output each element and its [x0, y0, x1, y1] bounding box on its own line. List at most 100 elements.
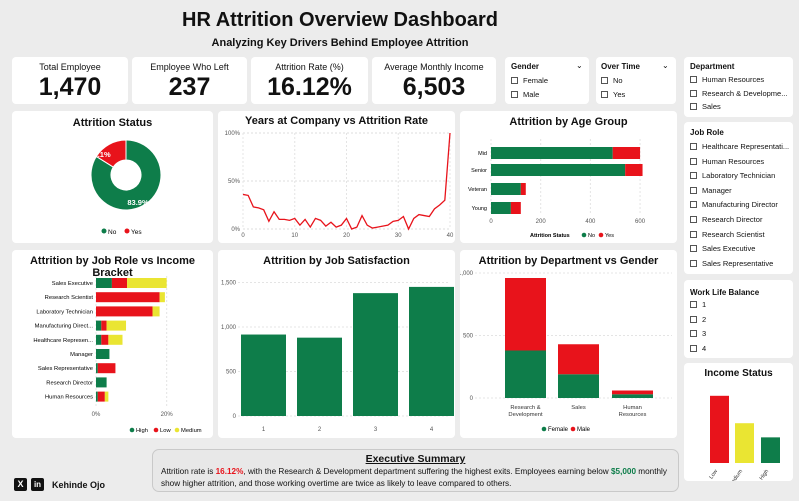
income-status-chart: Low Medium High	[708, 395, 780, 481]
checkbox[interactable]	[690, 201, 697, 209]
department-option-0[interactable]: Human Resources	[690, 75, 791, 84]
gender-option-female[interactable]: Female	[511, 76, 548, 85]
legend-no-marker	[581, 232, 587, 238]
department-gender-card: Attrition by Department vs Gender 0 500 1,…	[460, 250, 677, 438]
y-tick-label: 100%	[225, 131, 241, 137]
department-option-1[interactable]: Research & Developme...	[690, 89, 791, 98]
category-label: Healthcare Represen...	[33, 338, 93, 344]
category-label: Manufacturing Direct...	[35, 324, 94, 330]
department-gender-chart: 0 500 1,000 Research &Development Sales Human…	[460, 271, 672, 433]
job_role-option-7[interactable]: Sales Executive	[690, 244, 791, 253]
overtime-option-no[interactable]: No	[601, 76, 623, 85]
job_role-option-4[interactable]: Manufacturing Director	[690, 200, 791, 209]
checkbox[interactable]	[690, 172, 697, 180]
checkbox[interactable]	[690, 103, 697, 110]
chart-title: Attrition by Department vs Gender	[478, 255, 659, 267]
x-icon[interactable]: X	[14, 478, 27, 491]
y-tick-label: 0	[233, 414, 237, 420]
bar-income-medium	[735, 423, 754, 463]
legend-title: Attrition Status	[530, 233, 570, 239]
overtime-option-yes[interactable]: Yes	[601, 90, 625, 99]
bar-veteran-no	[491, 183, 521, 195]
overtime-slicer: Over Time ⌄ No Yes	[596, 57, 676, 104]
checkbox[interactable]	[690, 315, 697, 323]
chart-title: Attrition by Job Role vs Income Bracket	[29, 255, 196, 279]
bar-young-no	[491, 202, 511, 214]
job_role-option-0[interactable]: Healthcare Representati...	[690, 142, 791, 151]
job_role-option-5[interactable]: Research Director	[690, 215, 791, 224]
chevron-down-icon[interactable]: ⌄	[662, 61, 669, 70]
kpi-label: Attrition Rate (%)	[275, 62, 344, 72]
department-option-2[interactable]: Sales	[690, 102, 791, 111]
x-tick-label: Medium	[728, 468, 744, 481]
x-tick-label: 20	[343, 233, 350, 239]
kpi-label: Employee Who Left	[150, 62, 229, 72]
legend-male-label: Male	[577, 427, 591, 433]
checkbox[interactable]	[690, 143, 697, 150]
job_role-option-6[interactable]: Research Scientist	[690, 230, 791, 239]
checkbox[interactable]	[690, 344, 697, 352]
checkbox[interactable]	[511, 91, 518, 98]
bar-senior-yes	[625, 164, 643, 176]
checkbox[interactable]	[511, 77, 518, 84]
bar-segment-low	[111, 278, 128, 288]
x-tick-label: 200	[536, 219, 547, 225]
bar-segment-female	[505, 350, 546, 398]
checkbox[interactable]	[690, 186, 697, 194]
legend-medium-marker	[174, 427, 180, 433]
checkbox[interactable]	[690, 245, 697, 253]
wlb-option-3[interactable]: 4	[690, 344, 791, 353]
job-satisfaction-card: Attrition by Job Satisfaction 0 500 1,000 1…	[218, 250, 455, 438]
x-tick-label: 400	[585, 219, 596, 225]
bar-segment-medium	[104, 391, 109, 402]
bar-segment-female	[558, 374, 599, 398]
checkbox[interactable]	[690, 230, 697, 238]
job_role-option-3[interactable]: Manager	[690, 186, 791, 195]
checkbox[interactable]	[690, 157, 697, 165]
gender-option-male[interactable]: Male	[511, 90, 539, 99]
bar-income-low	[710, 395, 729, 463]
attrition-status-chart: 83.9% 16.1% No Yes	[89, 139, 162, 236]
checkbox[interactable]	[690, 76, 697, 83]
legend-female-label: Female	[548, 427, 569, 433]
wlb-option-0[interactable]: 1	[690, 300, 791, 309]
bar-veteran-yes	[520, 183, 526, 195]
slicer-title: Gender	[511, 62, 540, 71]
category-label: Human Resources	[619, 405, 647, 418]
legend-male-marker	[570, 426, 576, 432]
category-label: Manager	[70, 352, 93, 358]
job_role-option-1[interactable]: Human Resources	[690, 157, 791, 166]
linkedin-icon[interactable]: in	[31, 478, 44, 491]
checkbox[interactable]	[690, 89, 697, 97]
category-label: Young	[472, 206, 487, 212]
page-title: HR Attrition Overview Dashboard	[182, 9, 498, 31]
wlb-option-2[interactable]: 3	[690, 329, 791, 338]
work-life-balance-slicer: Work Life Balance 1 2 3 4	[684, 280, 793, 358]
x-tick-label: 2	[318, 427, 322, 433]
job_role-option-2[interactable]: Laboratory Technician	[690, 171, 791, 180]
attrition-status-card: Attrition Status 83.9% 16.1% No Yes	[12, 111, 213, 243]
x-tick-label: High	[759, 469, 770, 481]
checkbox[interactable]	[690, 330, 697, 337]
wlb-option-1[interactable]: 2	[690, 315, 791, 324]
chevron-down-icon[interactable]: ⌄	[576, 61, 583, 70]
gender-slicer: Gender ⌄ Female Male	[505, 57, 589, 104]
y-tick-label: 0%	[231, 227, 240, 233]
bar-satisfaction-4	[409, 286, 454, 416]
author-name: Kehinde Ojo	[52, 480, 106, 490]
x-tick-label: 0	[241, 233, 245, 239]
slicer-title: Over Time	[601, 62, 640, 71]
job_role-option-8[interactable]: Sales Representative	[690, 259, 791, 268]
checkbox[interactable]	[690, 259, 697, 267]
category-label: Laboratory Technician	[36, 309, 93, 315]
slicer-title: Job Role	[690, 128, 724, 137]
checkbox[interactable]	[690, 301, 697, 308]
checkbox[interactable]	[601, 91, 608, 98]
y-tick-label: 500	[226, 369, 237, 375]
checkbox[interactable]	[601, 77, 608, 84]
summary-title: Executive Summary	[365, 453, 466, 465]
bar-satisfaction-2	[297, 337, 342, 416]
category-label: Sales Executive	[52, 281, 93, 287]
checkbox[interactable]	[690, 216, 697, 223]
legend-low-marker	[153, 427, 159, 433]
